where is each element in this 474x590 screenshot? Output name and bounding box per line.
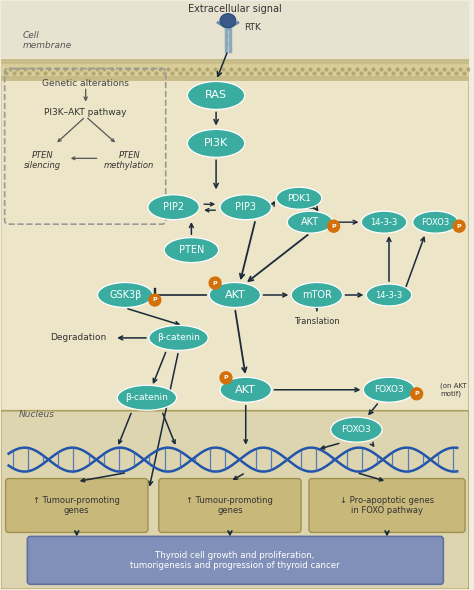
Text: P: P bbox=[213, 280, 218, 286]
Bar bbox=[0, 58, 469, 64]
Text: Cell
membrane: Cell membrane bbox=[22, 31, 72, 50]
Ellipse shape bbox=[148, 195, 199, 219]
Text: Nucleus: Nucleus bbox=[18, 410, 55, 419]
Text: P: P bbox=[457, 224, 462, 229]
Ellipse shape bbox=[366, 284, 412, 306]
Text: PIP3: PIP3 bbox=[235, 202, 256, 212]
Text: GSK3β: GSK3β bbox=[109, 290, 141, 300]
FancyBboxPatch shape bbox=[159, 478, 301, 532]
Ellipse shape bbox=[276, 187, 322, 209]
Ellipse shape bbox=[117, 385, 177, 410]
Text: FOXO3: FOXO3 bbox=[342, 425, 371, 434]
Text: RTK: RTK bbox=[244, 23, 261, 32]
Circle shape bbox=[209, 277, 221, 289]
Ellipse shape bbox=[291, 283, 343, 307]
Text: β-catenin: β-catenin bbox=[157, 333, 200, 342]
FancyBboxPatch shape bbox=[0, 411, 469, 589]
Text: PTEN: PTEN bbox=[179, 245, 204, 255]
Text: ↑ Tumour-promoting
genes: ↑ Tumour-promoting genes bbox=[186, 496, 273, 515]
Ellipse shape bbox=[220, 195, 272, 219]
Text: ↑ Tumour-promoting
genes: ↑ Tumour-promoting genes bbox=[33, 496, 120, 515]
Bar bbox=[0, 76, 469, 80]
Text: Translation: Translation bbox=[294, 317, 340, 326]
Ellipse shape bbox=[209, 283, 261, 307]
Circle shape bbox=[411, 388, 423, 400]
Text: PDK1: PDK1 bbox=[287, 194, 311, 203]
Text: RAS: RAS bbox=[205, 90, 227, 100]
Ellipse shape bbox=[220, 14, 236, 28]
Text: PTEN
silencing: PTEN silencing bbox=[24, 150, 61, 170]
FancyBboxPatch shape bbox=[309, 478, 465, 532]
Ellipse shape bbox=[98, 283, 153, 307]
Bar bbox=[0, 1, 469, 61]
Ellipse shape bbox=[287, 211, 333, 233]
Ellipse shape bbox=[149, 326, 208, 350]
Ellipse shape bbox=[187, 81, 245, 109]
Text: FOXO3: FOXO3 bbox=[421, 218, 449, 227]
FancyBboxPatch shape bbox=[27, 536, 443, 584]
Circle shape bbox=[453, 220, 465, 232]
Text: Thyroid cell growth and proliferation,
tumorigenesis and progression of thyroid : Thyroid cell growth and proliferation, t… bbox=[130, 550, 340, 570]
Text: P: P bbox=[153, 297, 157, 303]
Text: (on AKT
motif): (on AKT motif) bbox=[440, 383, 467, 397]
Text: Extracellular signal: Extracellular signal bbox=[188, 4, 282, 14]
Text: PI3K: PI3K bbox=[204, 139, 228, 148]
Text: AKT: AKT bbox=[225, 290, 245, 300]
Text: AKT: AKT bbox=[236, 385, 256, 395]
Circle shape bbox=[220, 372, 232, 384]
Text: 14-3-3: 14-3-3 bbox=[371, 218, 398, 227]
Circle shape bbox=[149, 294, 161, 306]
Circle shape bbox=[328, 220, 339, 232]
Text: mTOR: mTOR bbox=[302, 290, 332, 300]
FancyBboxPatch shape bbox=[6, 478, 148, 532]
Text: β-catenin: β-catenin bbox=[126, 394, 168, 402]
Bar bbox=[0, 58, 469, 80]
Text: P: P bbox=[414, 391, 419, 396]
Ellipse shape bbox=[220, 378, 272, 402]
Text: PI3K–AKT pathway: PI3K–AKT pathway bbox=[45, 108, 127, 117]
Ellipse shape bbox=[363, 378, 415, 402]
Text: AKT: AKT bbox=[301, 217, 319, 227]
Text: P: P bbox=[224, 375, 228, 381]
Text: ↓ Pro-apoptotic genes
in FOXO pathway: ↓ Pro-apoptotic genes in FOXO pathway bbox=[340, 496, 434, 515]
Text: Degradation: Degradation bbox=[50, 333, 106, 342]
Ellipse shape bbox=[164, 238, 219, 263]
Text: 14-3-3: 14-3-3 bbox=[375, 290, 402, 300]
Text: PTEN
methylation: PTEN methylation bbox=[104, 150, 154, 170]
Ellipse shape bbox=[331, 417, 382, 442]
Text: FOXO3: FOXO3 bbox=[374, 385, 404, 394]
Text: P: P bbox=[331, 224, 336, 229]
Ellipse shape bbox=[361, 211, 407, 233]
Text: PIP2: PIP2 bbox=[163, 202, 184, 212]
Text: Genetic alterations: Genetic alterations bbox=[42, 79, 129, 88]
Ellipse shape bbox=[413, 211, 458, 233]
Ellipse shape bbox=[187, 129, 245, 158]
